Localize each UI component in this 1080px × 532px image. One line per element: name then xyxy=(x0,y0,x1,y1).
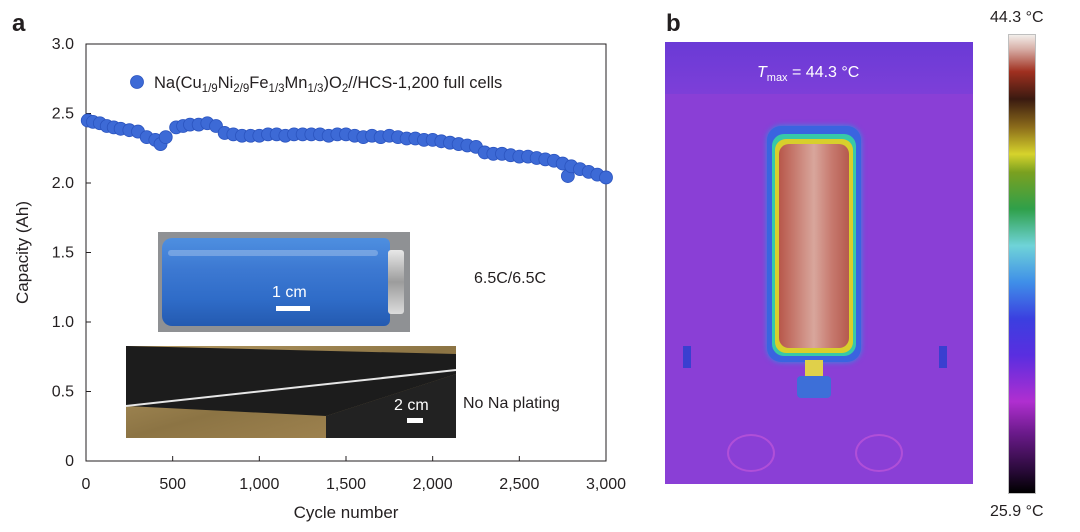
left-clip-marker xyxy=(683,346,691,368)
x-tick-label: 2,000 xyxy=(413,476,453,493)
electrode-photo: 2 cm xyxy=(126,346,456,438)
cell-photo: 1 cm xyxy=(158,232,410,332)
right-clip-marker xyxy=(939,346,947,368)
tmax-subscript: max xyxy=(766,72,788,85)
left-holder-ring xyxy=(727,434,775,472)
y-tick-label: 3.0 xyxy=(52,36,74,53)
cell-scale-label: 1 cm xyxy=(272,284,307,301)
data-point xyxy=(599,170,613,185)
electrode-sheet-lower xyxy=(326,374,456,438)
cell-heat-core xyxy=(779,144,849,348)
cell-scale-bar xyxy=(276,306,310,311)
tmax-label: Tmax = 44.3 °C xyxy=(757,64,859,84)
cell-body xyxy=(162,238,390,326)
rate-label: 6.5C/6.5C xyxy=(474,270,547,287)
y-tick-label: 2.5 xyxy=(52,106,74,123)
cell-tab-neck xyxy=(805,360,823,376)
temperature-colorbar xyxy=(1008,34,1036,494)
electrode-scale-label: 2 cm xyxy=(394,397,429,414)
cell-terminal xyxy=(388,250,404,314)
y-tick-label: 2.0 xyxy=(52,175,74,192)
cell-highlight xyxy=(168,250,378,256)
thermal-background-top xyxy=(665,42,973,94)
capacity-chart: 0 500 1,000 1,500 2,000 2,500 3,000 0 0.5 1.0 1.5 2… xyxy=(13,36,626,522)
cell-tab xyxy=(797,376,831,398)
thermal-image: Tmax = 44.3 °C xyxy=(665,42,973,484)
electrode-sheet xyxy=(126,346,456,416)
panel-b-letter: b xyxy=(666,10,681,37)
panel-a-letter: a xyxy=(12,10,26,37)
x-axis-label: Cycle number xyxy=(294,503,399,522)
legend-label: Na(Cu1/9Ni2/9Fe1/3Mn1/3)O2//HCS-1,200 fu… xyxy=(154,74,502,95)
x-tick-label: 1,000 xyxy=(239,476,279,493)
y-tick-label: 1.5 xyxy=(52,245,74,262)
x-tick-label: 2,500 xyxy=(499,476,539,493)
x-tick-label: 0 xyxy=(82,476,91,493)
tmax-symbol: T xyxy=(757,64,767,81)
data-point xyxy=(158,130,173,145)
y-tick-label: 1.0 xyxy=(52,314,74,331)
plating-label: No Na plating xyxy=(463,395,560,412)
tmax-value: = 44.3 °C xyxy=(787,64,860,81)
electrode-edge xyxy=(126,369,456,407)
x-tick-label: 1,500 xyxy=(326,476,366,493)
electrode-scale-bar xyxy=(407,418,423,423)
colorbar-max-label: 44.3 °C xyxy=(990,9,1044,26)
y-axis-label: Capacity (Ah) xyxy=(13,201,32,304)
x-tick-label: 500 xyxy=(159,476,186,493)
x-tick-label: 3,000 xyxy=(586,476,626,493)
legend-marker xyxy=(130,75,144,89)
right-holder-ring xyxy=(855,434,903,472)
y-tick-label: 0 xyxy=(65,453,74,470)
y-tick-label: 0.5 xyxy=(52,384,74,401)
colorbar-min-label: 25.9 °C xyxy=(990,503,1044,520)
